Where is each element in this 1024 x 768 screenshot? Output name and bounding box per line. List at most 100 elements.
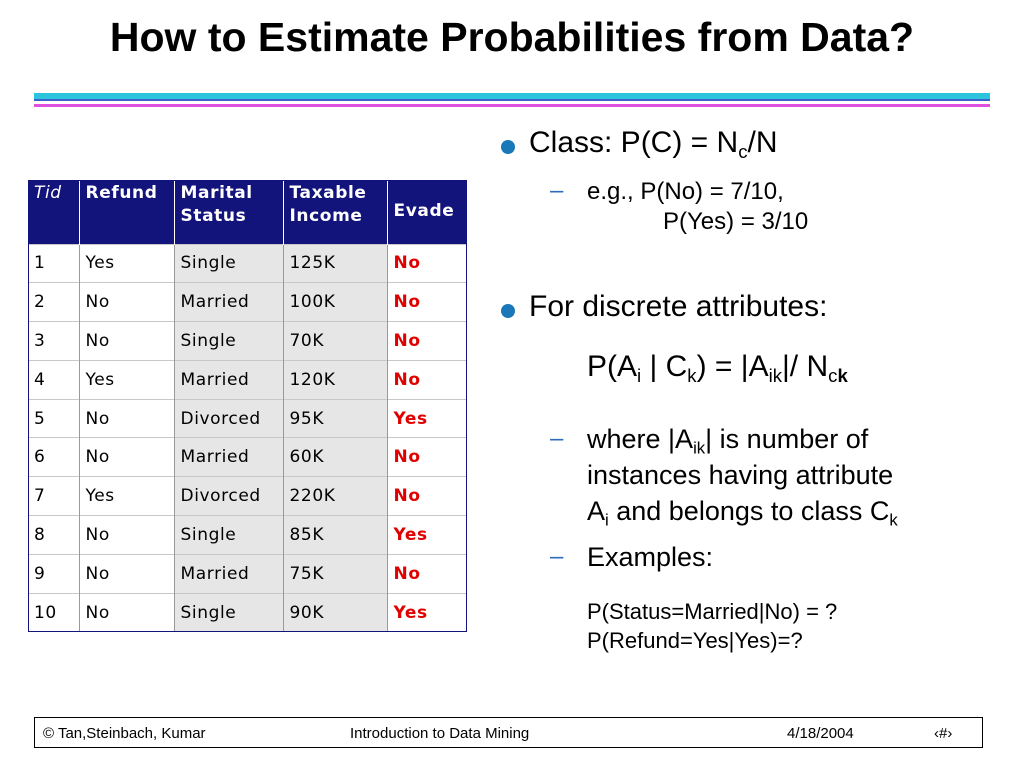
cell-marital-status: Single: [173, 243, 283, 283]
cell-taxable-income: 220K: [282, 476, 387, 516]
cell-refund: No: [78, 437, 174, 477]
cell-marital-status: Married: [173, 282, 283, 322]
where-l3-sub-i: i: [605, 510, 609, 530]
cell-taxable-income: 120K: [282, 359, 387, 400]
dash-examples: –: [550, 543, 564, 570]
class-prefix: Class: P(C) = N: [529, 126, 739, 159]
cell-marital-status: Single: [173, 515, 283, 555]
cell-refund: Yes: [78, 243, 174, 283]
cell-taxable-income: 85K: [282, 515, 387, 555]
cell-marital-status: Divorced: [173, 398, 283, 438]
where-l3a: A: [587, 496, 606, 526]
slide-footer: © Tan,Steinbach, Kumar Introduction to D…: [34, 717, 983, 748]
cell-tid: 10: [28, 592, 79, 632]
table-header-row: Tid Refund Marital Status Taxable Income…: [28, 180, 467, 244]
cell-tid: 6: [28, 437, 79, 477]
cell-taxable-income: 125K: [282, 243, 387, 283]
formula-sub-i: i: [637, 364, 642, 386]
cell-tid: 4: [28, 359, 79, 400]
table-row: 2 No Married 100K No: [28, 282, 467, 322]
cell-refund: No: [78, 592, 174, 632]
table-row: 9 No Married 75K No: [28, 553, 467, 594]
where-line-1: where |Aik| is number of: [587, 421, 898, 457]
cell-marital-status: Married: [173, 359, 283, 400]
cell-evade: Yes: [386, 398, 467, 438]
example-question-2: P(Refund=Yes|Yes)=?: [587, 628, 803, 653]
cell-tid: 7: [28, 476, 79, 516]
bullet-discrete: For discrete attributes:: [529, 290, 828, 323]
header-evade: Evade: [386, 180, 467, 244]
cell-evade: No: [386, 321, 467, 361]
examples-list: P(Status=Married|No) = ? P(Refund=Yes|Ye…: [587, 597, 837, 655]
cell-refund: Yes: [78, 476, 174, 516]
where-l1b: | is number of: [705, 424, 869, 454]
cell-evade: No: [386, 437, 467, 477]
conditional-probability-formula: P(Ai | Ck) = |Aik|/ Nck: [587, 350, 848, 386]
formula-part-1: P(A: [587, 350, 638, 383]
cell-tid: 2: [28, 282, 79, 322]
class-suffix: /N: [747, 126, 778, 159]
formula-sub-ik: ik: [768, 364, 783, 386]
table-row: 3 No Single 70K No: [28, 321, 467, 361]
table-row: 6 No Married 60K No: [28, 437, 467, 477]
header-marital-status: Marital Status: [173, 180, 283, 244]
where-l1-sub: ik: [693, 438, 706, 458]
cell-refund: No: [78, 321, 174, 361]
bullet-dot-discrete: [501, 304, 515, 318]
cell-evade: No: [386, 476, 467, 516]
where-l3b: and belongs to class C: [608, 496, 890, 526]
cell-taxable-income: 100K: [282, 282, 387, 322]
formula-sub-c: c: [828, 364, 838, 386]
bullet-class: Class: P(C) = Nc/N: [529, 126, 778, 162]
formula-part-3: ) = |A: [696, 350, 769, 383]
cell-refund: No: [78, 282, 174, 322]
header-taxable-income: Taxable Income: [282, 180, 387, 244]
footer-date: 4/18/2004: [787, 725, 854, 742]
cell-refund: No: [78, 398, 174, 438]
cell-evade: Yes: [386, 592, 467, 632]
where-l1a: where |A: [587, 424, 694, 454]
title-rule-cyan: [34, 93, 990, 99]
cell-refund: No: [78, 515, 174, 555]
training-data-table: Tid Refund Marital Status Taxable Income…: [28, 180, 467, 632]
cell-tid: 1: [28, 243, 79, 283]
cell-taxable-income: 90K: [282, 592, 387, 632]
footer-copyright: © Tan,Steinbach, Kumar: [43, 725, 206, 742]
cell-marital-status: Single: [173, 592, 283, 632]
class-sub: c: [738, 140, 748, 162]
header-marital-line2: Status: [180, 206, 247, 226]
where-explanation: where |Aik| is number of instances havin…: [587, 421, 898, 529]
dash-where: –: [550, 425, 564, 452]
cell-evade: No: [386, 553, 467, 594]
header-refund: Refund: [78, 180, 174, 244]
formula-part-2: | C: [641, 350, 688, 383]
cell-taxable-income: 60K: [282, 437, 387, 477]
cell-marital-status: Single: [173, 321, 283, 361]
cell-tid: 3: [28, 321, 79, 361]
cell-refund: No: [78, 553, 174, 594]
bullet-dot-class: [501, 140, 515, 154]
formula-part-4: |/ N: [782, 350, 829, 383]
table-row: 5 No Divorced 95K Yes: [28, 398, 467, 438]
cell-tid: 8: [28, 515, 79, 555]
header-tid: Tid: [28, 180, 79, 244]
cell-taxable-income: 95K: [282, 398, 387, 438]
table-body: 1 Yes Single 125K No 2 No Married 100K No 3 No Singl…: [28, 243, 467, 632]
header-marital-line1: Marital: [180, 183, 253, 203]
table-row: 10 No Single 90K Yes: [28, 592, 467, 632]
cell-taxable-income: 75K: [282, 553, 387, 594]
cell-evade: No: [386, 243, 467, 283]
header-income-line1: Taxable: [289, 183, 367, 203]
footer-course-title: Introduction to Data Mining: [350, 725, 530, 742]
cell-taxable-income: 70K: [282, 321, 387, 361]
cell-refund: Yes: [78, 359, 174, 400]
cell-marital-status: Divorced: [173, 476, 283, 516]
cell-marital-status: Married: [173, 553, 283, 594]
where-line-2: instances having attribute: [587, 460, 894, 490]
footer-page-number: ‹#›: [934, 725, 953, 742]
table-row: 4 Yes Married 120K No: [28, 359, 467, 400]
example-question-1: P(Status=Married|No) = ?: [587, 599, 838, 624]
cell-marital-status: Married: [173, 437, 283, 477]
formula-sub-k2: k: [837, 364, 848, 386]
header-income-line2: Income: [289, 206, 363, 226]
